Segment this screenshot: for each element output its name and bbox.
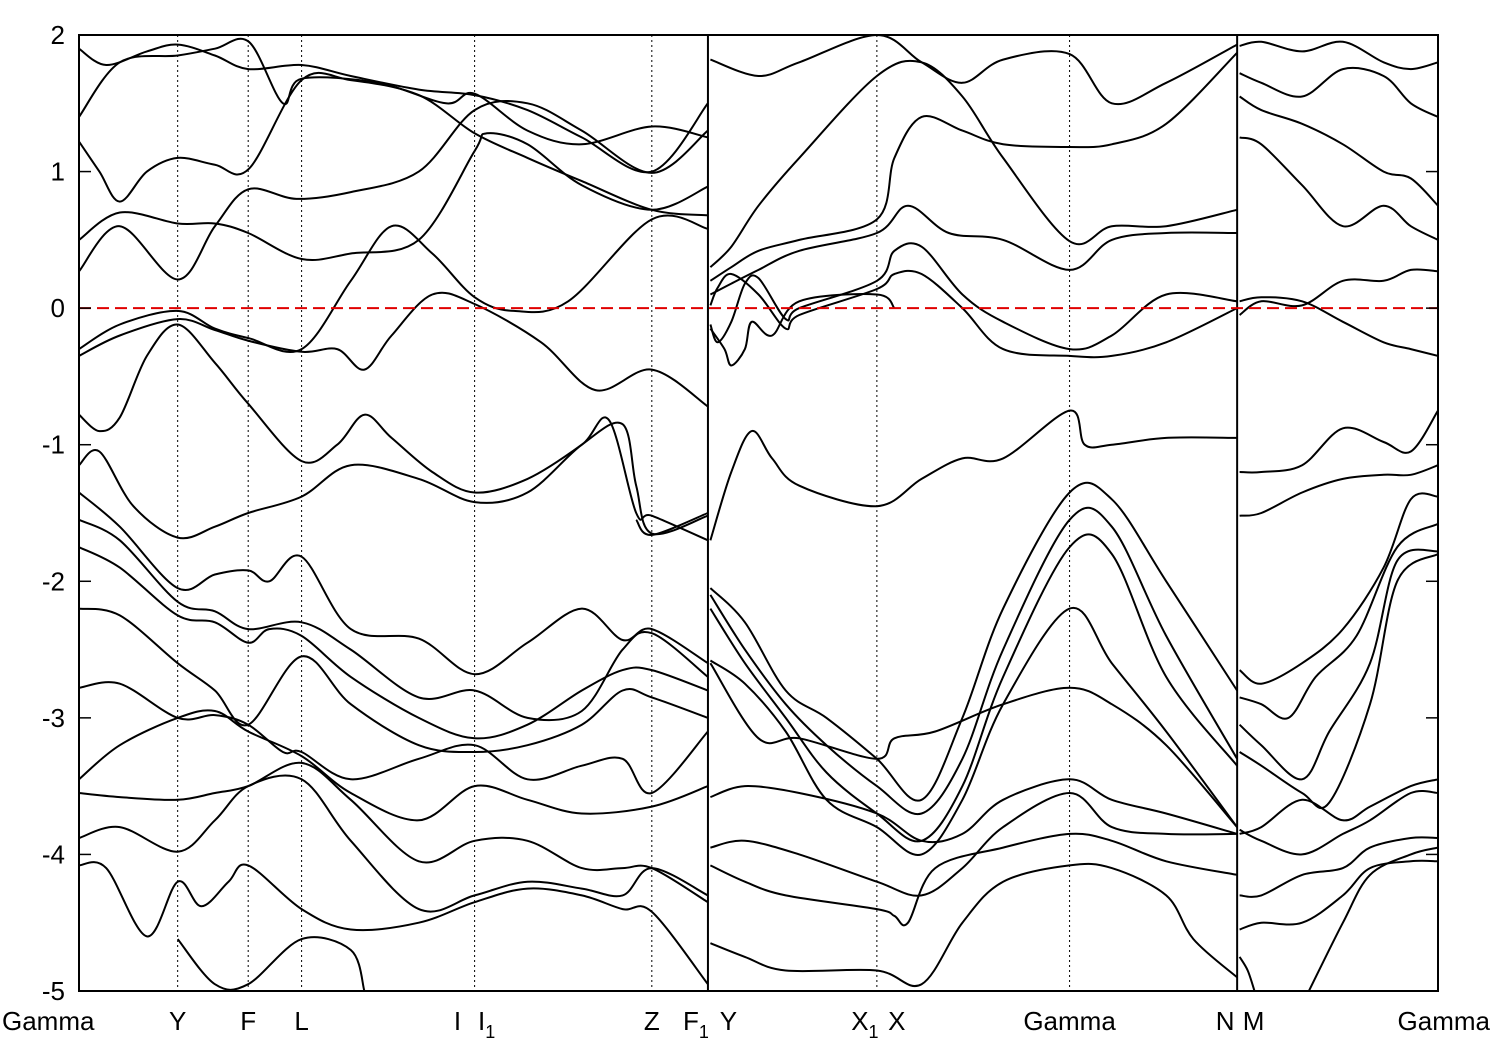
band-line-7 <box>79 291 709 408</box>
band-line-12 <box>79 546 709 740</box>
kpoint-label-n: N <box>1216 1006 1235 1036</box>
y-tick-label: -1 <box>42 430 65 460</box>
kpoint-label-f-1: F1 <box>683 1006 709 1042</box>
kpoint-label-gamma: Gamma <box>1398 1006 1491 1036</box>
band-line-11 <box>79 518 709 722</box>
band-line-49 <box>1239 553 1438 810</box>
band-line-33 <box>709 662 1238 828</box>
band-line-54 <box>1238 956 1256 991</box>
band-line-37 <box>710 862 1238 987</box>
kpoint-label-i: I <box>454 1006 461 1036</box>
band-line-6 <box>79 214 709 353</box>
band-line-1 <box>79 43 709 174</box>
band-line-3 <box>79 71 708 217</box>
y-tick-label: -4 <box>42 839 65 869</box>
band-line-29 <box>709 481 1238 802</box>
plot-frame <box>78 34 1439 992</box>
band-line-26 <box>709 269 1238 359</box>
band-line-18 <box>79 861 709 985</box>
band-line-42 <box>1239 296 1438 357</box>
kpoint-label-gamma: Gamma <box>1023 1006 1116 1036</box>
band-line-44 <box>1239 410 1438 474</box>
band-line-35 <box>710 791 1238 897</box>
band-line-9 <box>79 421 709 540</box>
kpoint-label-y: Y <box>169 1006 186 1036</box>
band-line-46 <box>1238 492 1438 685</box>
band-line-36 <box>709 832 1238 927</box>
band-line-4 <box>79 132 709 262</box>
band-line-47 <box>1239 522 1438 720</box>
band-line-34 <box>710 778 1238 844</box>
band-line-38 <box>1239 95 1438 207</box>
band-line-15 <box>79 709 709 822</box>
band-line-2 <box>79 37 709 146</box>
band-line-23 <box>709 52 1238 282</box>
band-line-48 <box>1238 548 1438 781</box>
band-line-27 <box>709 293 896 367</box>
band-line-8 <box>79 323 709 542</box>
band-line-21 <box>710 35 1238 106</box>
kpoint-label-x: X <box>888 1006 905 1036</box>
band-line-22 <box>709 59 1238 268</box>
band-line-25 <box>709 242 1238 351</box>
band-line-45 <box>1239 464 1438 517</box>
band-line-17 <box>79 774 709 913</box>
band-series-group <box>79 35 1438 991</box>
band-line-30 <box>709 506 1238 816</box>
kpoint-lines-group <box>177 35 1239 991</box>
band-line-40 <box>1239 66 1438 118</box>
band-line-41 <box>1239 40 1438 71</box>
y-tick-label: -3 <box>42 703 65 733</box>
band-line-53 <box>1239 859 1438 931</box>
y-tick-label: 0 <box>51 293 65 323</box>
band-line-24 <box>709 204 1238 296</box>
y-tick-label: -2 <box>42 566 65 596</box>
band-line-14 <box>79 681 709 795</box>
band-line-39 <box>1239 136 1438 241</box>
band-line-50 <box>1239 778 1438 835</box>
band-line-19 <box>176 936 366 991</box>
kpoint-label-f: F <box>240 1006 256 1036</box>
kpoint-label-x-1: X1 <box>851 1006 878 1042</box>
kpoint-label-l: L <box>294 1006 308 1036</box>
band-line-13 <box>79 607 709 754</box>
band-line-32 <box>709 606 1238 856</box>
band-line-16 <box>79 761 709 904</box>
band-line-52 <box>1239 836 1438 898</box>
y-tick-label: 2 <box>51 20 65 50</box>
band-line-5 <box>79 99 709 281</box>
band-line-10 <box>79 491 709 676</box>
band-line-20 <box>635 512 709 536</box>
band-line-43 <box>1239 268 1438 316</box>
kpoint-label-z: Z <box>644 1006 660 1036</box>
kpoint-label-gamma: Gamma <box>2 1006 95 1036</box>
y-axis-ticks: 2 1 0 -1 -2 -3 -4 -5 <box>42 20 1438 1006</box>
y-tick-label: -5 <box>42 976 65 1006</box>
band-line-51 <box>1239 789 1438 856</box>
band-line-28 <box>709 409 1238 541</box>
band-line-31 <box>709 533 1238 843</box>
y-tick-label: 1 <box>51 157 65 187</box>
band-line-55 <box>1308 846 1438 991</box>
kpoint-label-i-1: I1 <box>478 1006 495 1042</box>
kpoint-label-y: Y <box>720 1006 737 1036</box>
kpoint-label-m: M <box>1243 1006 1265 1036</box>
x-axis-kpoint-labels: Gamma Y F L I I1 Z F1 Y X1 X Gamma N M Gamma <box>2 1006 1491 1042</box>
